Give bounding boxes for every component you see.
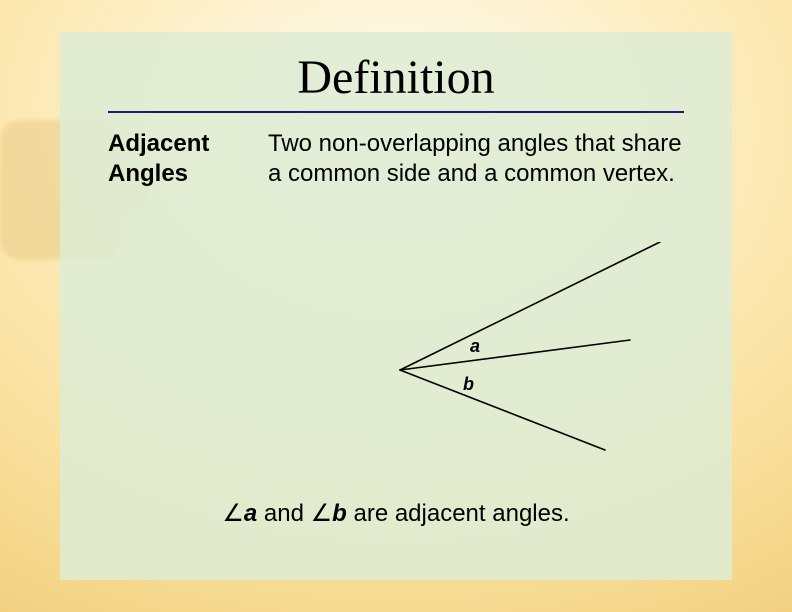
angle-diagram-svg (350, 242, 690, 462)
angle-diagram: a b (350, 242, 690, 462)
definition-row: Adjacent Angles Two non-overlapping angl… (108, 129, 684, 189)
angle-label-b: b (463, 374, 474, 395)
angle-symbol-1: ∠ (222, 500, 244, 527)
caption-suffix: are adjacent angles. (347, 500, 570, 527)
definition-text: Two non-overlapping angles that share a … (268, 129, 684, 189)
angle-var-1: a (244, 500, 257, 527)
definition-card: Definition Adjacent Angles Two non-overl… (60, 32, 732, 580)
term-label: Adjacent Angles (108, 129, 246, 189)
term-line-2: Angles (108, 160, 188, 187)
angle-symbol-2: ∠ (311, 500, 333, 527)
term-line-1: Adjacent (108, 130, 209, 157)
title-underline (108, 111, 684, 113)
diagram-rays (400, 242, 660, 450)
caption-text: ∠a and ∠b are adjacent angles. (60, 499, 732, 528)
angle-var-2: b (332, 500, 347, 527)
card-title: Definition (108, 50, 684, 105)
angle-label-a: a (470, 336, 480, 357)
caption-mid: and (257, 500, 310, 527)
